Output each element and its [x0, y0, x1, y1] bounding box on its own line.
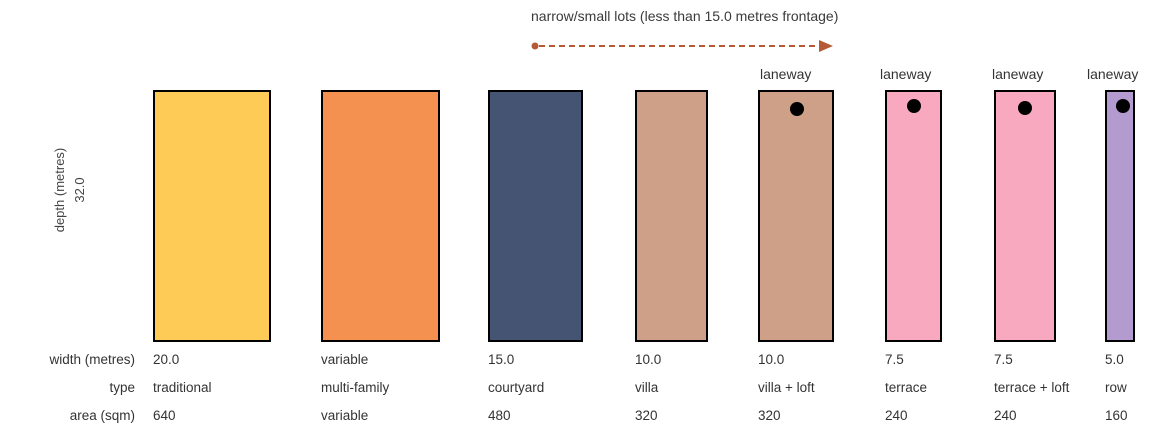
lot-6-width: 7.5	[885, 352, 904, 367]
row-label-type: type	[109, 380, 135, 395]
depth-axis-value: 32.0	[72, 177, 87, 203]
lot-8-block	[1105, 90, 1135, 342]
row-label-area: area (sqm)	[69, 408, 135, 423]
lot-3-width: 15.0	[488, 352, 515, 367]
lot-7-laneway-label: laneway	[992, 66, 1044, 82]
lot-7-width: 7.5	[994, 352, 1013, 367]
depth-axis-label: depth (metres) 32.0	[50, 145, 90, 235]
lot-1-area: 640	[153, 408, 176, 423]
lot-7-area: 240	[994, 408, 1017, 423]
lot-4-area: 320	[635, 408, 658, 423]
narrow-lots-arrow	[531, 40, 833, 52]
lot-2-block	[321, 90, 440, 342]
lot-8-area: 160	[1105, 408, 1128, 423]
lot-6-laneway-dot	[907, 99, 921, 113]
lot-7-block	[994, 90, 1056, 342]
lot-5-type: villa + loft	[758, 380, 815, 395]
lot-1-type: traditional	[153, 380, 212, 395]
lot-5-block	[758, 90, 834, 342]
lot-2-width: variable	[321, 352, 369, 367]
lot-1-width: 20.0	[153, 352, 180, 367]
row-label-width: width (metres)	[49, 352, 135, 367]
lot-3-block	[488, 90, 583, 342]
lot-6-laneway-label: laneway	[880, 66, 932, 82]
lot-4-type: villa	[635, 380, 659, 395]
lot-3-area: 480	[488, 408, 511, 423]
lot-4-block	[635, 90, 708, 342]
lot-3-type: courtyard	[488, 380, 545, 395]
lot-1-block	[153, 90, 271, 342]
lot-8-type: row	[1105, 380, 1127, 395]
lot-6-block	[885, 90, 942, 342]
lot-6-type: terrace	[885, 380, 928, 395]
lot-6-area: 240	[885, 408, 908, 423]
lot-7-laneway-dot	[1018, 101, 1032, 115]
lot-5-laneway-dot	[790, 102, 804, 116]
lot-5-area: 320	[758, 408, 781, 423]
lot-8-laneway-label: laneway	[1087, 66, 1139, 82]
lot-7-type: terrace + loft	[994, 380, 1070, 395]
arrow-head	[819, 40, 833, 52]
depth-axis-title: depth (metres)	[52, 147, 67, 233]
lot-2-type: multi-family	[321, 380, 390, 395]
arrow-start-dot	[531, 42, 539, 50]
lot-4-width: 10.0	[635, 352, 662, 367]
lot-5-laneway-label: laneway	[760, 66, 812, 82]
lot-5-width: 10.0	[758, 352, 785, 367]
narrow-lots-caption: narrow/small lots (less than 15.0 metres…	[531, 8, 839, 24]
lot-2-area: variable	[321, 408, 369, 423]
lot-8-width: 5.0	[1105, 352, 1124, 367]
lot-8-laneway-dot	[1116, 99, 1130, 113]
